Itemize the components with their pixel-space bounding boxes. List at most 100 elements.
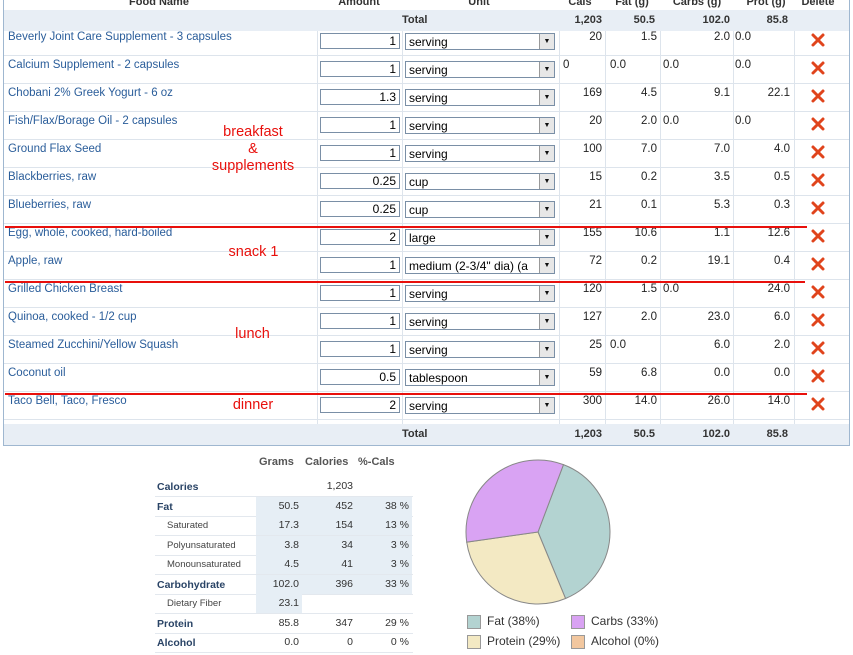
fat-value: 0.0 xyxy=(610,339,626,351)
unit-select[interactable]: large ▼ xyxy=(405,229,555,246)
food-name-link[interactable]: Beverly Joint Care Supplement - 3 capsul… xyxy=(8,31,232,43)
unit-select[interactable]: serving ▼ xyxy=(405,341,555,358)
amount-input[interactable] xyxy=(320,285,400,301)
amount-input[interactable] xyxy=(320,173,400,189)
fat-value: 0.0 xyxy=(610,59,626,71)
nutrient-calories: 396 xyxy=(302,574,356,594)
total-label: Total xyxy=(402,14,428,26)
food-row: Blackberries, raw cup ▼ 15 0.2 3.5 0.5 xyxy=(4,167,849,196)
delete-x-icon[interactable] xyxy=(810,312,826,328)
food-row: Blueberries, raw cup ▼ 21 0.1 5.3 0.3 xyxy=(4,195,849,224)
chevron-down-icon[interactable]: ▼ xyxy=(539,118,554,133)
header-fat[interactable]: Fat (g) xyxy=(615,0,649,8)
carbs-value: 19.1 xyxy=(707,255,730,267)
delete-x-icon[interactable] xyxy=(810,368,826,384)
amount-input[interactable] xyxy=(320,145,400,161)
delete-x-icon[interactable] xyxy=(810,256,826,272)
header-cals[interactable]: Cals xyxy=(568,0,592,8)
food-name-link[interactable]: Ground Flax Seed xyxy=(8,143,102,155)
amount-input[interactable] xyxy=(320,257,400,273)
delete-x-icon[interactable] xyxy=(810,200,826,216)
prot-value: 0.4 xyxy=(774,255,790,267)
chevron-down-icon[interactable]: ▼ xyxy=(539,202,554,217)
legend-swatch xyxy=(571,635,585,649)
food-row: Chobani 2% Greek Yogurt - 6 oz serving ▼ 16… xyxy=(4,83,849,112)
amount-input[interactable] xyxy=(320,229,400,245)
delete-x-icon[interactable] xyxy=(810,284,826,300)
header-carbs[interactable]: Carbs (g) xyxy=(672,0,722,8)
delete-x-icon[interactable] xyxy=(810,172,826,188)
unit-value: medium (2-3/4" dia) (a xyxy=(409,259,528,273)
amount-input[interactable] xyxy=(320,341,400,357)
delete-x-icon[interactable] xyxy=(810,88,826,104)
food-name-link[interactable]: Grilled Chicken Breast xyxy=(8,283,123,295)
chevron-down-icon[interactable]: ▼ xyxy=(539,314,554,329)
chevron-down-icon[interactable]: ▼ xyxy=(539,62,554,77)
delete-x-icon[interactable] xyxy=(810,228,826,244)
nutrient-grams: 102.0 xyxy=(256,574,302,594)
delete-x-icon[interactable] xyxy=(810,144,826,160)
fat-value: 2.0 xyxy=(641,311,657,323)
nutrient-label: Alcohol xyxy=(157,637,196,649)
delete-x-icon[interactable] xyxy=(810,32,826,48)
delete-x-icon[interactable] xyxy=(810,396,826,412)
header-unit[interactable]: Unit xyxy=(468,0,490,8)
chevron-down-icon[interactable]: ▼ xyxy=(539,286,554,301)
unit-select[interactable]: serving ▼ xyxy=(405,285,555,302)
amount-input[interactable] xyxy=(320,117,400,133)
total-row-top: Total 1,203 50.5 102.0 85.8 xyxy=(4,10,849,31)
unit-select[interactable]: serving ▼ xyxy=(405,33,555,50)
unit-select[interactable]: tablespoon ▼ xyxy=(405,369,555,386)
food-name-link[interactable]: Steamed Zucchini/Yellow Squash xyxy=(8,339,179,351)
chevron-down-icon[interactable]: ▼ xyxy=(539,342,554,357)
amount-input[interactable] xyxy=(320,313,400,329)
chevron-down-icon[interactable]: ▼ xyxy=(539,90,554,105)
amount-input[interactable] xyxy=(320,33,400,49)
chevron-down-icon[interactable]: ▼ xyxy=(539,398,554,413)
delete-x-icon[interactable] xyxy=(810,60,826,76)
food-name-link[interactable]: Coconut oil xyxy=(8,367,66,379)
food-name-link[interactable]: Calcium Supplement - 2 capsules xyxy=(8,59,180,71)
unit-select[interactable]: medium (2-3/4" dia) (a ▼ xyxy=(405,257,555,274)
nutrient-row: Monounsaturated 4.5 41 3 % xyxy=(155,555,413,575)
amount-input[interactable] xyxy=(320,89,400,105)
amount-input[interactable] xyxy=(320,369,400,385)
food-name-link[interactable]: Fish/Flax/Borage Oil - 2 capsules xyxy=(8,115,178,127)
amount-input[interactable] xyxy=(320,397,400,413)
unit-value: serving xyxy=(409,399,448,413)
amount-input[interactable] xyxy=(320,61,400,77)
chevron-down-icon[interactable]: ▼ xyxy=(539,230,554,245)
unit-select[interactable]: serving ▼ xyxy=(405,397,555,414)
food-name-link[interactable]: Blueberries, raw xyxy=(8,199,92,211)
chevron-down-icon[interactable]: ▼ xyxy=(539,34,554,49)
unit-select[interactable]: serving ▼ xyxy=(405,145,555,162)
food-name-link[interactable]: Blackberries, raw xyxy=(8,171,97,183)
nutrient-grams xyxy=(256,477,302,496)
chevron-down-icon[interactable]: ▼ xyxy=(539,174,554,189)
food-log-table: Food Name Amount Unit Cals Fat (g) Carbs… xyxy=(3,0,850,446)
unit-value: cup xyxy=(409,203,429,217)
food-name-link[interactable]: Quinoa, cooked - 1/2 cup xyxy=(8,311,137,323)
food-row: Calcium Supplement - 2 capsules serving ▼ 0… xyxy=(4,55,849,84)
unit-select[interactable]: serving ▼ xyxy=(405,117,555,134)
unit-select[interactable]: cup ▼ xyxy=(405,201,555,218)
amount-input[interactable] xyxy=(320,201,400,217)
food-name-link[interactable]: Chobani 2% Greek Yogurt - 6 oz xyxy=(8,87,173,99)
chevron-down-icon[interactable]: ▼ xyxy=(539,258,554,273)
unit-select[interactable]: serving ▼ xyxy=(405,61,555,78)
header-amount[interactable]: Amount xyxy=(338,0,380,8)
unit-select[interactable]: serving ▼ xyxy=(405,313,555,330)
prot-value: 4.0 xyxy=(774,143,790,155)
header-food-name[interactable]: Food Name xyxy=(129,0,189,8)
food-name-link[interactable]: Egg, whole, cooked, hard-boiled xyxy=(8,227,173,239)
food-name-link[interactable]: Apple, raw xyxy=(8,255,63,267)
food-name-link[interactable]: Taco Bell, Taco, Fresco xyxy=(8,395,127,407)
unit-select[interactable]: serving ▼ xyxy=(405,89,555,106)
fat-value: 6.8 xyxy=(641,367,657,379)
delete-x-icon[interactable] xyxy=(810,116,826,132)
chevron-down-icon[interactable]: ▼ xyxy=(539,146,554,161)
delete-x-icon[interactable] xyxy=(810,340,826,356)
unit-select[interactable]: cup ▼ xyxy=(405,173,555,190)
chevron-down-icon[interactable]: ▼ xyxy=(539,370,554,385)
header-prot[interactable]: Prot (g) xyxy=(746,0,786,8)
